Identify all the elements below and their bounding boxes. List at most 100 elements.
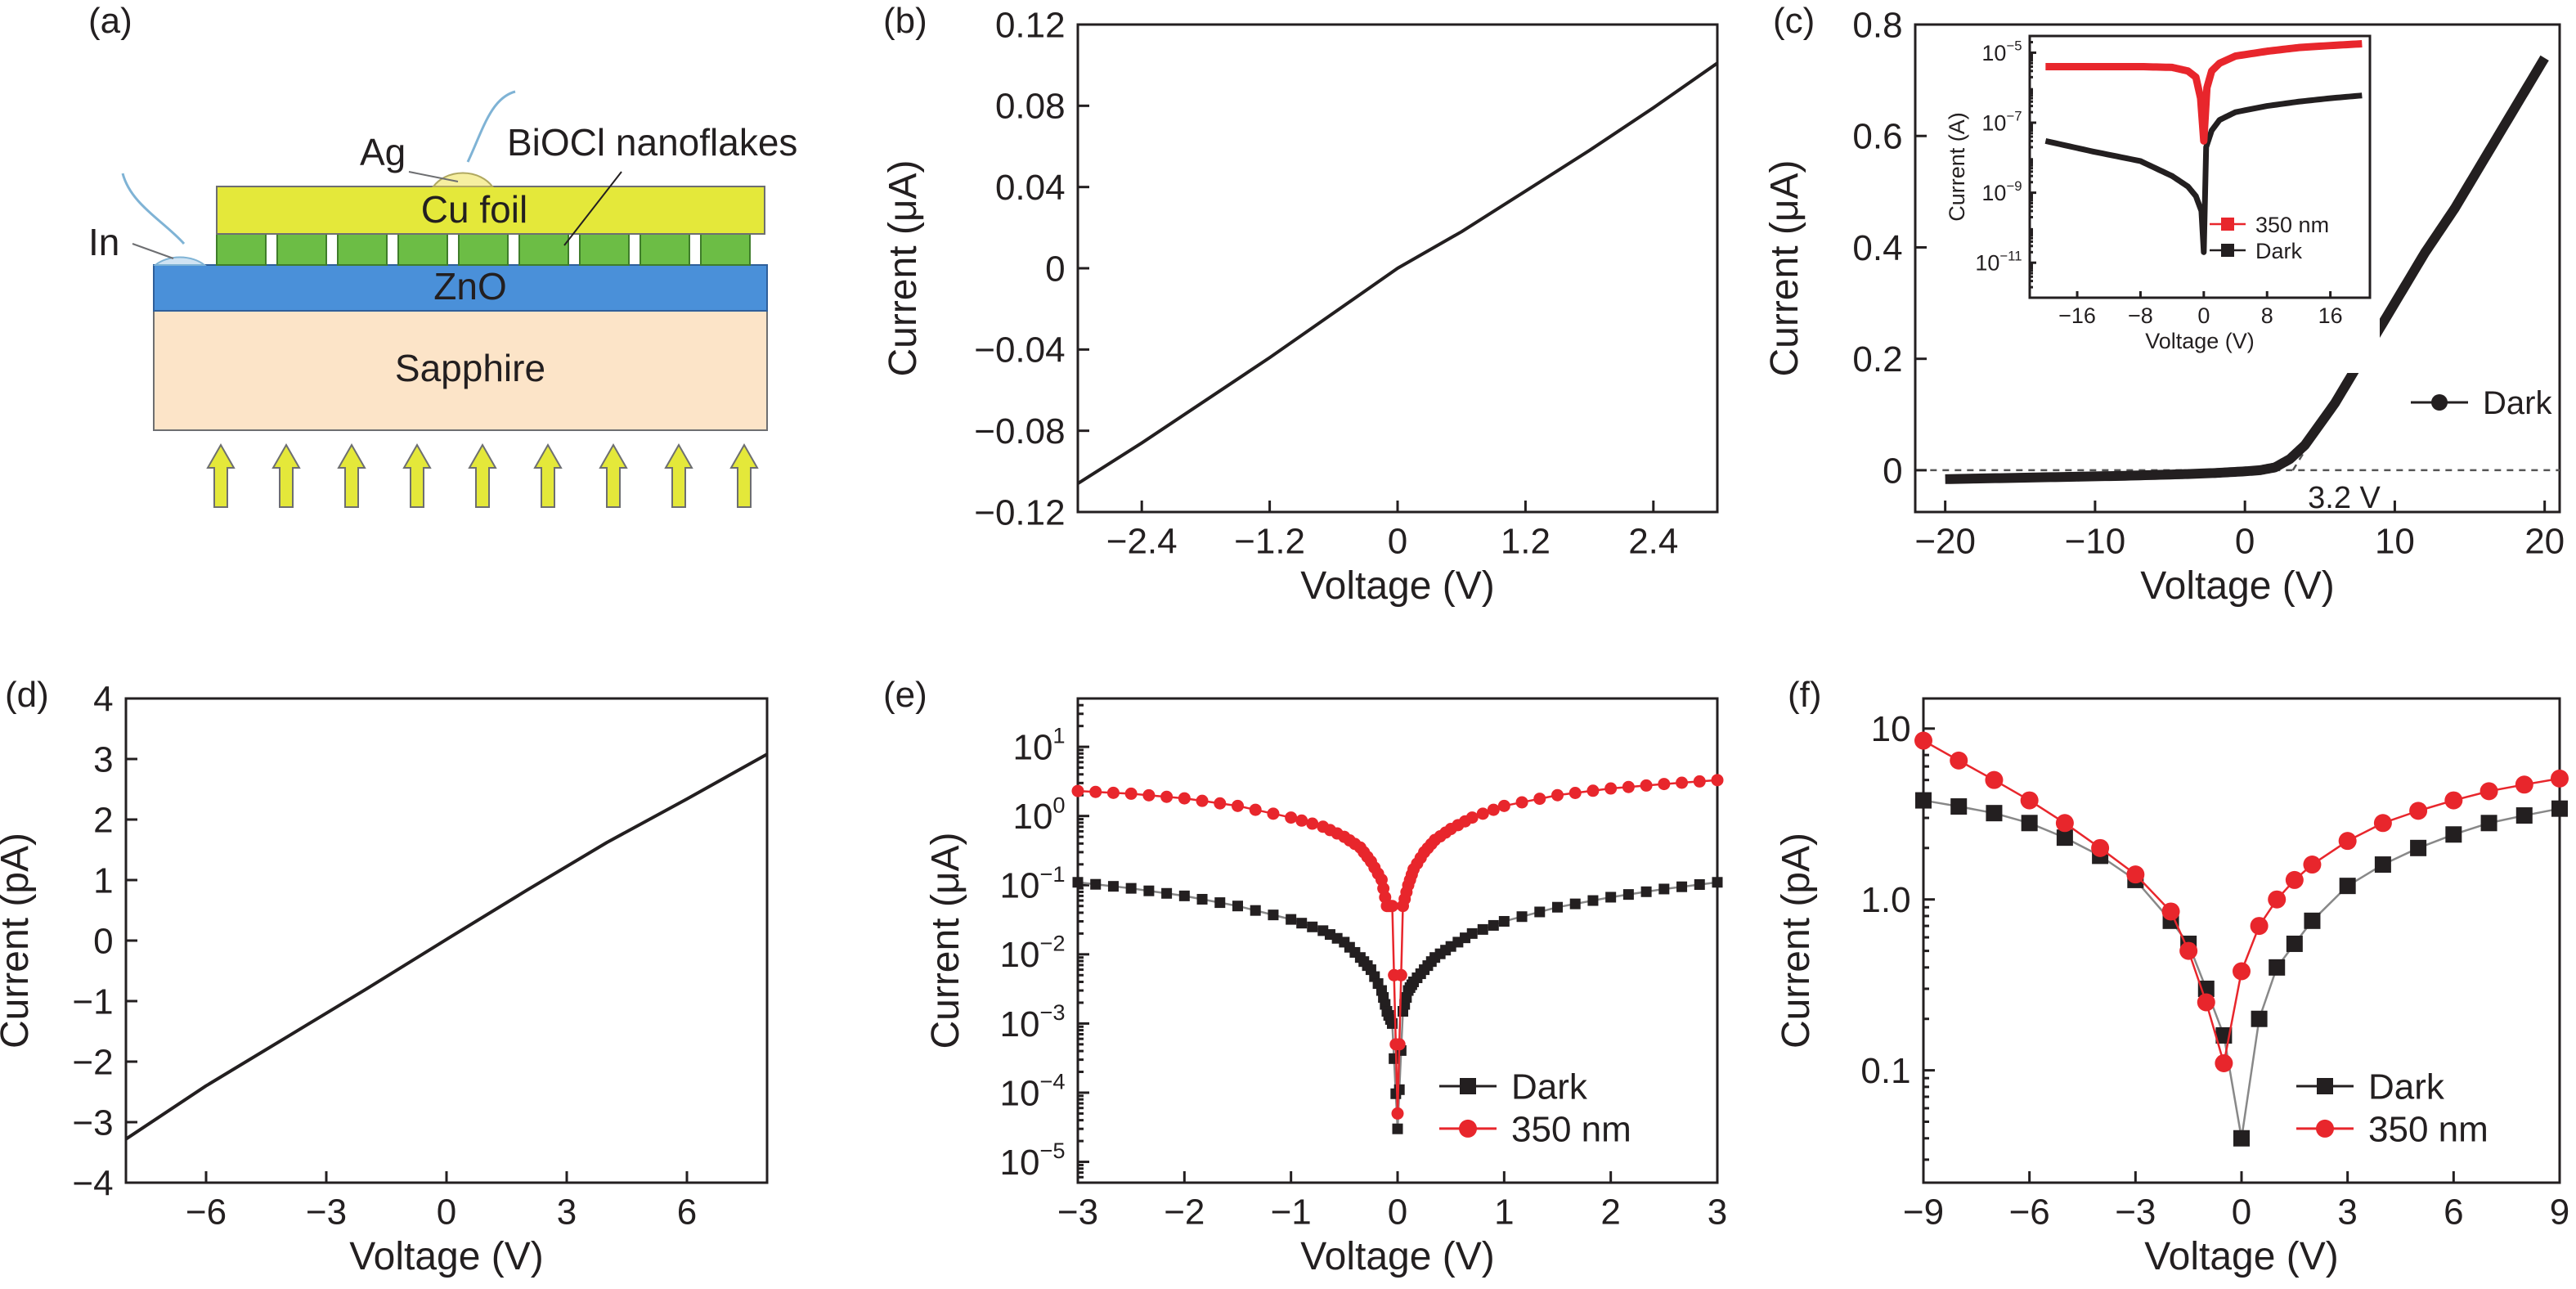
inset-legend-marker [2221,218,2234,231]
data-point [1125,883,1137,894]
x-axis-title: Voltage (V) [2144,1235,2338,1278]
tick-base: 10 [1012,728,1052,768]
data-point [1586,784,1600,797]
data-point [1693,775,1706,788]
x-tick-label: 9 [2550,1192,2569,1233]
y-tick-label: 10−11 [1975,249,2022,276]
data-point [1640,886,1652,897]
y-tick-label: −4 [72,1163,113,1203]
data-point [1465,811,1479,824]
y-tick-label: −0.04 [974,330,1065,371]
x-tick-label: 6 [677,1192,697,1233]
data-point [1107,881,1119,892]
data-point [1676,776,1689,789]
x-tick-label: 0 [1388,522,1407,562]
tick-base: 10 [1981,181,2006,205]
x-tick-label: 0 [2197,303,2210,328]
biocl-flake [640,233,690,266]
tick-exponent: 0 [1052,792,1065,817]
x-tick-label: 1.2 [1501,522,1551,562]
y-axis-title: Current (μA) [882,159,925,376]
data-point [2233,1130,2250,1147]
data-point [2515,807,2533,824]
x-tick-label: 16 [2318,303,2343,328]
data-point [2444,791,2463,810]
y-tick-label: 0.1 [1860,1051,1910,1091]
dark-series [1945,55,2549,484]
data-point [2480,782,2498,801]
data-point [1296,918,1308,929]
data-point [1391,1107,1404,1120]
data-point [1071,784,1084,797]
data-point [2551,769,2569,788]
y-tick-label: 0.4 [1852,228,1902,268]
panel-c-label: (c) [1773,1,1815,41]
y-tick-label: −1 [72,981,113,1022]
data-point [1307,921,1318,932]
panel-c: (c) −20 −10 0 10 20 0 0.2 0.4 0.6 0.8 Voltage (V) C… [1763,1,2565,608]
biocl-flake [700,233,751,266]
legend-label: Dark [2483,385,2552,421]
x-tick-label: −2 [1164,1192,1205,1233]
panel-a-label: (a) [88,1,132,41]
data-point [1515,796,1528,809]
data-point [2303,856,2322,874]
y-tick-label: 0.12 [995,5,1066,45]
cu-foil-label: Cu foil [421,188,527,231]
in-wire [121,173,186,245]
data-point [1986,805,2003,822]
x-tick-label: 3 [1708,1192,1727,1233]
y-tick-label: 10−4 [1000,1069,1066,1114]
y-axis-title: Current (A) [1945,112,1969,222]
x-axis-title: Voltage (V) [2140,564,2334,608]
x-tick-label: −6 [186,1192,227,1233]
legend-label: 350 nm [1511,1109,1631,1149]
ag-wire [466,90,516,163]
data-point [2285,870,2304,889]
biocl-callout-line [563,171,622,246]
ag-callout-line [408,171,459,182]
data-point [2373,814,2392,833]
y-tick-label: 10−5 [1000,1138,1066,1183]
y-tick-label: 3 [93,739,113,779]
x-tick-label: 20 [2524,522,2565,562]
data-point [2431,394,2448,411]
x-tick-label: 0 [1388,1192,1407,1233]
data-point [1089,785,1102,798]
data-point [1090,878,1102,890]
data-point [1285,811,1298,824]
data-point [1694,878,1705,890]
tick-base: 10 [1000,935,1040,975]
data-point [1142,788,1156,802]
inset-series [2044,92,2363,255]
legend-label: Dark [2368,1067,2445,1107]
light-arrow [729,442,759,508]
y-tick-label: 10−2 [1000,930,1066,975]
data-point [2251,1010,2268,1027]
tick-base: 10 [1000,1004,1040,1044]
y-tick-label: 4 [93,679,113,719]
in-callout-line [132,243,174,259]
y-tick-label: 0 [1045,249,1065,289]
tick-exponent: 1 [1052,723,1065,748]
data-point [1393,1038,1406,1051]
y-axis-title: Current (pA) [1775,833,1818,1049]
data-point [1392,1123,1403,1134]
y-axis-title: Current (μA) [1763,159,1806,376]
light-arrow [337,442,366,508]
iv-curve [124,752,768,1141]
data-point [2316,1119,2334,1138]
data-point [1552,901,1563,913]
data-point [1497,799,1510,812]
x-tick-label: −3 [306,1192,347,1233]
plot-frame [1914,23,2561,514]
data-point [2286,935,2303,952]
data-point [2409,802,2428,820]
data-point [1498,915,1510,927]
data-point [1460,1078,1476,1094]
data-point [1477,923,1488,935]
data-point [1232,901,1243,912]
data-point [2250,917,2269,936]
zno-layer [153,264,768,312]
x-tick-label: −20 [1914,522,1976,562]
